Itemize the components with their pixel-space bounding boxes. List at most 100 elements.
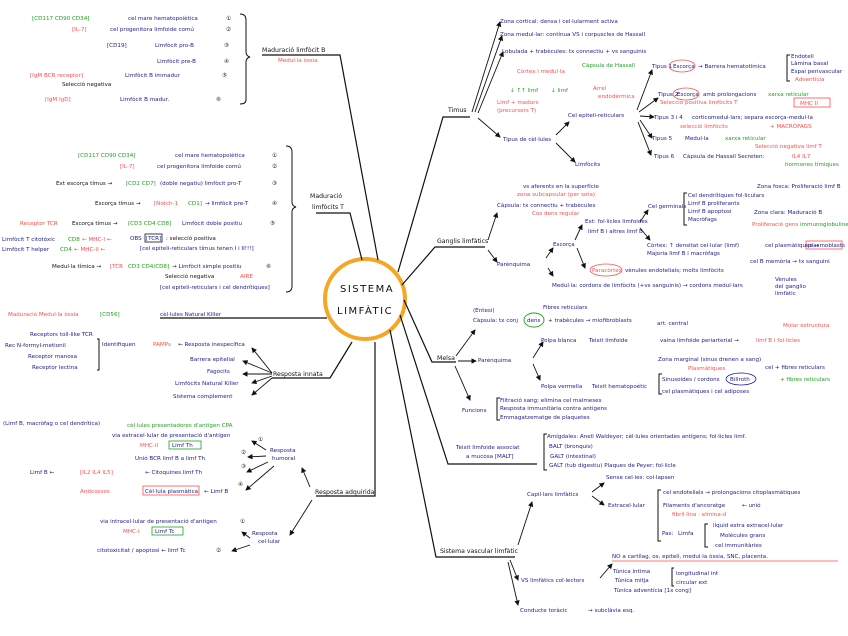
subcapsular: zona subcapsular (per sota) — [517, 192, 595, 198]
tunic-item: Túnica mitja — [614, 577, 649, 584]
less-lymphocytes: ↓ limf — [551, 87, 569, 94]
t-row5-markers: [CD3 CD4 CD8] — [128, 221, 171, 227]
type34-text: corticomedul·lars; separa escorça-medul·… — [692, 115, 813, 121]
function-item: Filtració sang; elimina cel malmeses — [500, 397, 602, 404]
spleen-functions: Funcions — [462, 408, 487, 414]
b-maturation-title: Maduració limfòcit B — [262, 46, 325, 54]
afferent-vessels: vs aferents en la superfície — [523, 183, 599, 190]
t-negative-selection: Selecció negativa — [165, 273, 214, 280]
type6-interleukins: IL4 IL7 — [792, 154, 811, 160]
t-row6-markers: CD3 CD4/CD8] — [128, 264, 169, 270]
plasma-cells: cel plasmàtiques → — [765, 242, 819, 249]
receptor-item: Receptor lectina — [32, 365, 78, 371]
reticular-cells: cel + fibres reticulars — [765, 365, 825, 371]
innate-response: Receptors toll-like TCR Rec N-formyl-met… — [5, 332, 323, 400]
subclavian: → subclàvia esq. — [588, 607, 635, 614]
light-zone-ig: immunoglobulines — [800, 222, 848, 228]
type1-cortex: Escorça — [673, 64, 695, 70]
humoral-step2-num: ② — [241, 449, 246, 456]
t-row2-step: ② — [272, 163, 277, 170]
t-maturation-title-1: Maduració — [310, 192, 342, 200]
nk-marker: [CD56] — [100, 312, 120, 318]
mhc1: ← MHC-I ← — [82, 237, 112, 243]
mhc2: ← MHC-II ← — [74, 247, 105, 253]
germinal-item: Limf B apoptosi — [688, 209, 732, 215]
b-row6-markers: [IgM IgD] — [45, 97, 71, 103]
balt: BALT (bronquis) — [549, 444, 593, 450]
innate-item: Fagòcits — [207, 368, 230, 375]
humoral-step3: ← Citoquines limf Th — [145, 470, 203, 476]
collectors: VS limfàtics col·lectors — [521, 577, 584, 584]
spleen-dense: dens — [527, 318, 541, 324]
humoral-step1: via extracel·lular de presentació d'anti… — [112, 432, 231, 439]
collapse-note: Sense cel·les: col·lapsen — [606, 475, 675, 481]
malt: Teixit limfoide associat a mucosa [MALT]… — [455, 433, 746, 471]
nonspecific-response: ← Resposta inespecífica — [178, 341, 245, 348]
type6-hormones: hormones tímiques — [785, 161, 839, 168]
cellular-title-1: Resposta — [252, 531, 278, 537]
type2-selection: Selecció positiva limfòcits T — [660, 99, 738, 106]
reticular-fibres: Fibres reticulars — [543, 305, 587, 311]
germinal-cells: Cel germinals — [648, 204, 686, 210]
antibodies: Anticossos — [80, 489, 110, 495]
type2-cortex: Escorça — [677, 92, 699, 98]
thymus-lobes: Lobulada + trabècules: tx connectiu + vs… — [502, 48, 646, 55]
humoral-step1-num: ① — [258, 436, 263, 443]
light-zone: Zona clara: Maduració B — [754, 209, 822, 216]
spleen-entesi: (Entesi) — [473, 308, 495, 314]
spleen-cells: cel plasmàtiques i cel adiposes — [662, 388, 749, 395]
b-row2-text: cel progenitora limfoide comú — [110, 26, 194, 33]
obs-note: [cel epiteli-reticulars tímus tenen I i … — [140, 245, 254, 252]
germinal-item: Limf B proliferants — [688, 201, 740, 207]
thymus-cortex: Zona cortical: densa i cel·lularment act… — [500, 19, 618, 25]
function-item: Emmagatzematge de plaquetes — [500, 415, 590, 421]
b-row1-markers: [CD117 CD90 CD34] — [32, 16, 89, 22]
type6-text: Càpsula de Hassall Secreten: — [683, 153, 765, 160]
humoral-step4-num: ④ — [238, 481, 243, 488]
receptor-item: Receptors toll-like TCR — [30, 332, 93, 338]
white-pulp-text: Teixit limfoide — [588, 338, 628, 344]
cortex-majority: Majoria limf B i macròfags — [647, 250, 720, 257]
b-row5-markers: [IgM BCR receptor] — [30, 73, 83, 79]
thymus-medulla: Zona medul·lar: contínua VS i corpuscles… — [500, 31, 646, 38]
type6: Tipus 6 — [653, 154, 675, 160]
extracellular: Extracel·lular — [608, 503, 646, 509]
cd8-marker: CD8 — [68, 237, 80, 243]
spleen-title: Melsa — [437, 355, 455, 362]
outer-cortex: Ext: fol·licles limfoides — [585, 219, 648, 225]
branch-lines — [160, 54, 537, 558]
humoral-step3-num: ③ — [241, 463, 246, 470]
spleen-parenchyma: Parènquima — [478, 357, 511, 364]
b-maturation: [CD117 CD90 CD34] cel mare hematopoiètic… — [30, 13, 325, 105]
b-row1-text: cel mare hematopoiètica — [128, 15, 198, 22]
type34-selection: selecció limfòcits — [680, 123, 728, 130]
thymus-lymphocytes: Limfòcits — [575, 161, 600, 168]
t-row1-step: ① — [272, 152, 277, 159]
origin-1: Arrel — [593, 86, 607, 92]
obs-label: OBS — [130, 236, 142, 242]
light-zone-genes: Proliferació gens — [752, 221, 798, 228]
cd4-text: Limfòcit T helper — [2, 246, 50, 253]
humoral-title-2: humoral — [272, 456, 296, 462]
galt-digestive: GALT (tub digestiu) Plaques de Peyer; fo… — [549, 463, 676, 469]
innate-title: Resposta innata — [273, 371, 323, 378]
t-row6-tcr: [TCR — [110, 264, 123, 270]
t-row4-pre: Escorça tímus → — [95, 200, 141, 207]
cellular-step1-num: ① — [240, 518, 245, 525]
memory-b: cel B memòria → tx sanguini — [750, 258, 830, 265]
t-maturation: [CD117 CD90 CD34] cel mare hematopoiètic… — [2, 145, 344, 293]
t-maturation-title-2: limfòcits T — [312, 203, 344, 211]
type34-macrophages: + MACRÒFAGS — [770, 123, 812, 130]
b-row4-text: Limfòcit pre-B — [157, 58, 196, 65]
innate-item: Sistema complement — [173, 394, 233, 400]
thymus-cortex-medulla: Còrtex i medul·la — [517, 68, 565, 75]
t-row1-markers: [CD117 CD90 CD34] — [78, 153, 135, 159]
capillaries: Capil·lars limfàtics — [527, 491, 579, 498]
malt-title-2: a mucosa [MALT] — [466, 454, 514, 460]
lymph-vascular-system: Sistema vascular limfàtic Capil·lars lim… — [440, 475, 838, 614]
germinal-item: Cel dendrítiques fol·liculars — [688, 192, 764, 199]
center-title-2: LIMFÀTIC — [337, 304, 393, 317]
th-box: Limf Th — [172, 443, 193, 449]
union: ← unió — [742, 502, 761, 509]
